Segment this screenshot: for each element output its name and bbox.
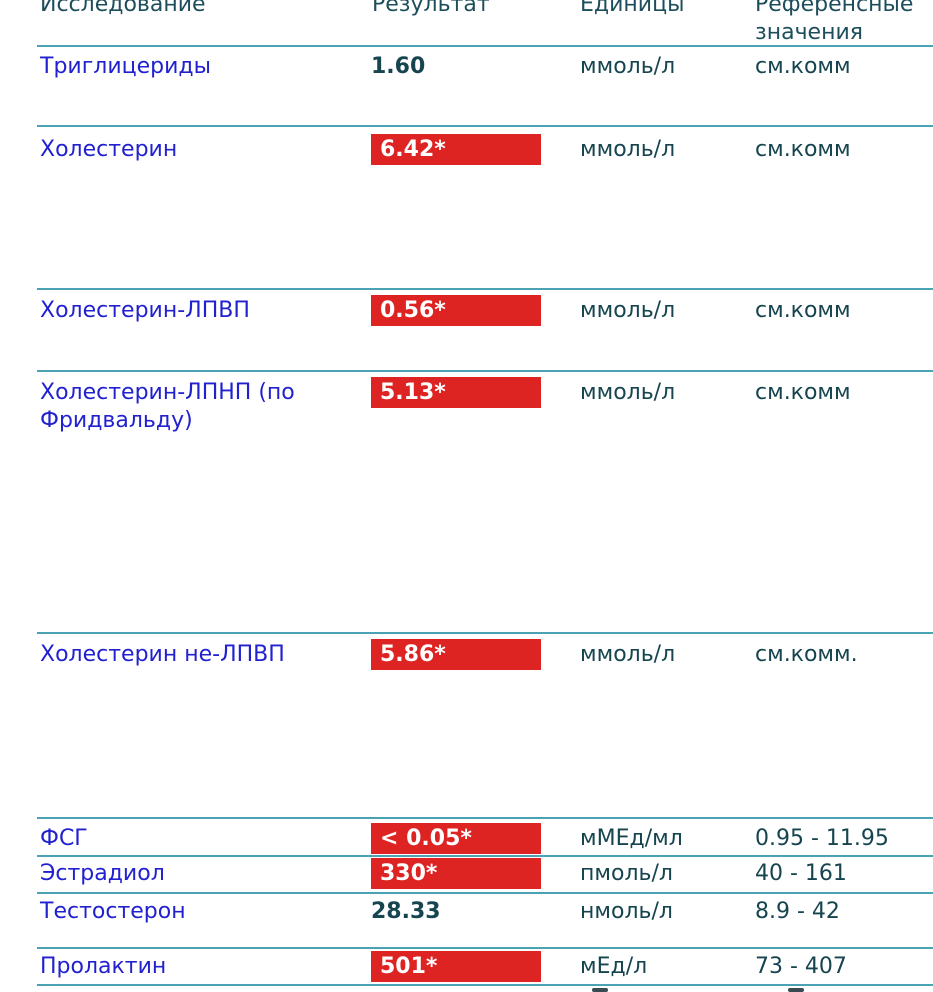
test-name: Эстрадиол <box>40 861 165 886</box>
table-row: Эстрадиол 330* пмоль/л 40 - 161 <box>0 858 933 890</box>
reference-range: см.комм <box>755 137 851 162</box>
test-name: Тестостерон <box>40 899 186 924</box>
test-name: Холестерин-ЛПНП (по Фридвальду) <box>40 380 295 433</box>
units: мМЕд/мл <box>580 826 683 851</box>
row-separator <box>37 288 933 290</box>
column-header-result: Результат <box>372 0 490 17</box>
result-value-flagged: 5.86* <box>371 639 541 670</box>
result-value-flagged: 0.56* <box>371 295 541 326</box>
table-row: Холестерин не-ЛПВП 5.86* ммоль/л см.комм… <box>0 639 933 671</box>
table-row: Тестостерон 28.33 нмоль/л 8.9 - 42 <box>0 896 933 928</box>
result-value: 28.33 <box>371 899 441 924</box>
row-separator <box>37 125 933 127</box>
reference-range: см.комм. <box>755 642 858 667</box>
header-underline <box>37 45 933 47</box>
test-name: Пролактин <box>40 954 167 979</box>
reference-range: см.комм <box>755 380 851 405</box>
result-value: 1.60 <box>371 54 426 79</box>
test-name: Холестерин не-ЛПВП <box>40 642 285 667</box>
result-value-flagged: < 0.05* <box>371 823 541 854</box>
row-separator <box>37 632 933 634</box>
result-value-flagged: 5.13* <box>371 377 541 408</box>
units: нмоль/л <box>580 899 673 924</box>
reference-range: 73 - 407 <box>755 954 847 979</box>
reference-range: 8.9 - 42 <box>755 899 840 924</box>
table-row: ФСГ < 0.05* мМЕд/мл 0.95 - 11.95 <box>0 823 933 855</box>
table-row: Холестерин-ЛПНП (по Фридвальду) 5.13* мм… <box>0 377 933 433</box>
reference-range: 40 - 161 <box>755 861 847 886</box>
units: ммоль/л <box>580 54 676 79</box>
row-separator <box>37 370 933 372</box>
table-row: Пролактин 501* мЕд/л 73 - 407 <box>0 951 933 983</box>
bottom-separator <box>37 984 933 986</box>
reference-range: 0.95 - 11.95 <box>755 826 889 851</box>
column-header-study: Исследование <box>40 0 206 17</box>
reference-range: см.комм <box>755 54 851 79</box>
clipped-next-row-text <box>788 988 804 992</box>
units: ммоль/л <box>580 137 676 162</box>
row-separator <box>37 947 933 949</box>
clipped-next-row-text <box>592 988 608 992</box>
column-header-units: Единицы <box>580 0 685 17</box>
row-separator <box>37 892 933 894</box>
reference-range: см.комм <box>755 298 851 323</box>
units: ммоль/л <box>580 642 676 667</box>
result-value-flagged: 330* <box>371 858 541 889</box>
table-row: Холестерин 6.42* ммоль/л см.комм <box>0 134 933 166</box>
units: пмоль/л <box>580 861 673 886</box>
test-name: Холестерин-ЛПВП <box>40 298 250 323</box>
column-header-reference: Референсные значения <box>755 0 914 45</box>
test-name: ФСГ <box>40 826 88 851</box>
units: ммоль/л <box>580 380 676 405</box>
table-row: Триглицериды 1.60 ммоль/л см.комм <box>0 51 933 83</box>
row-separator <box>37 817 933 819</box>
test-name: Холестерин <box>40 137 178 162</box>
test-name: Триглицериды <box>40 54 211 79</box>
result-value-flagged: 6.42* <box>371 134 541 165</box>
table-row: Холестерин-ЛПВП 0.56* ммоль/л см.комм <box>0 295 933 327</box>
result-value-flagged: 501* <box>371 951 541 982</box>
row-separator <box>37 855 933 857</box>
units: ммоль/л <box>580 298 676 323</box>
units: мЕд/л <box>580 954 648 979</box>
